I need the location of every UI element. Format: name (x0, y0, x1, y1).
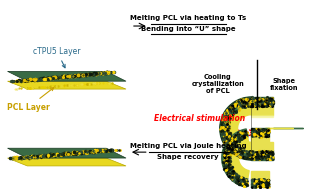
Text: Melting PCL via heating to Ts: Melting PCL via heating to Ts (130, 15, 246, 21)
Polygon shape (251, 142, 273, 150)
Polygon shape (251, 129, 269, 137)
Polygon shape (251, 171, 269, 179)
Text: Melting PCL via Joule heating: Melting PCL via Joule heating (130, 143, 247, 149)
Polygon shape (251, 179, 269, 188)
Text: Electrical stimulation: Electrical stimulation (155, 114, 246, 123)
Text: Bending into “U” shape: Bending into “U” shape (141, 26, 235, 32)
Text: Shape recovery: Shape recovery (157, 154, 219, 160)
Polygon shape (8, 81, 126, 89)
Text: Shape
fixation: Shape fixation (270, 78, 298, 91)
Polygon shape (251, 97, 273, 107)
Text: Cooling
crystallization
of PCL: Cooling crystallization of PCL (192, 74, 244, 94)
Polygon shape (251, 137, 269, 145)
Text: cTPU5 Layer: cTPU5 Layer (33, 46, 81, 68)
Polygon shape (8, 158, 126, 166)
Polygon shape (251, 107, 273, 115)
Polygon shape (251, 115, 273, 117)
Text: PCL Layer: PCL Layer (7, 88, 54, 112)
Polygon shape (8, 148, 126, 158)
Polygon shape (230, 107, 251, 150)
Polygon shape (8, 71, 126, 81)
Polygon shape (222, 129, 248, 187)
Polygon shape (231, 138, 249, 178)
Polygon shape (251, 150, 273, 160)
Polygon shape (220, 97, 251, 160)
